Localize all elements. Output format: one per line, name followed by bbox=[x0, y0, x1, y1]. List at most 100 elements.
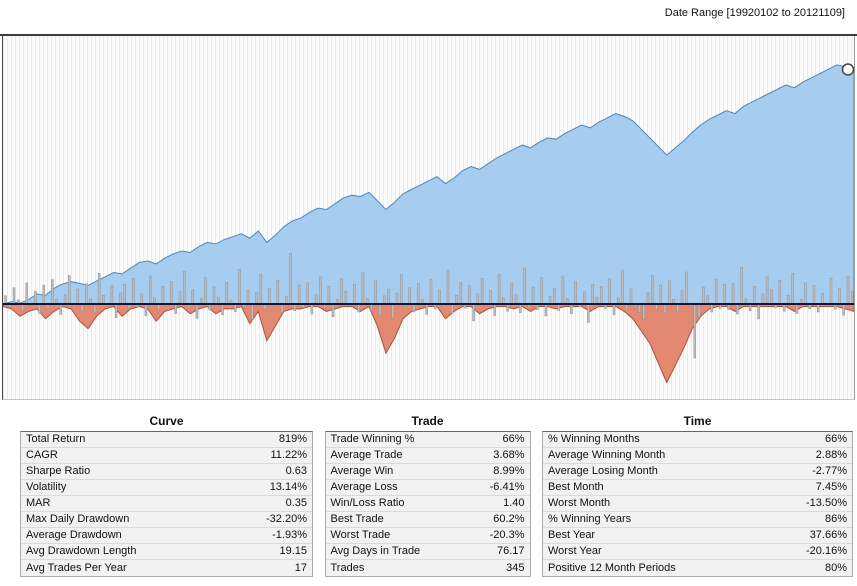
return-bar bbox=[195, 303, 199, 319]
stat-label: Average Loss bbox=[330, 481, 398, 493]
stat-label: Volatility bbox=[26, 481, 67, 493]
return-bar bbox=[412, 303, 416, 312]
return-bar bbox=[425, 303, 428, 315]
return-bar bbox=[761, 293, 765, 305]
return-bar bbox=[842, 303, 845, 316]
return-bar bbox=[344, 290, 348, 305]
return-bar bbox=[608, 278, 611, 305]
top-bar: Date Range [19920102 to 20121109] bbox=[0, 0, 857, 34]
return-bar bbox=[629, 288, 633, 305]
stat-value: 19.15 bbox=[279, 545, 307, 557]
return-bar bbox=[540, 277, 543, 305]
return-bar bbox=[676, 303, 680, 312]
return-bar bbox=[812, 285, 816, 305]
return-bar bbox=[510, 282, 514, 305]
time-table-rows: % Winning Months 66% Average Winning Month… bbox=[542, 431, 853, 577]
stat-row: Trades 345 bbox=[325, 560, 530, 576]
stat-value: -6.41% bbox=[489, 481, 525, 493]
return-bar bbox=[723, 284, 726, 305]
return-bar bbox=[51, 279, 54, 305]
return-bar bbox=[429, 279, 433, 305]
return-bar bbox=[489, 290, 492, 305]
drawdown-area bbox=[3, 303, 854, 384]
stat-row: Worst Month -13.50% bbox=[543, 496, 852, 512]
return-bar bbox=[140, 293, 143, 305]
return-bar bbox=[582, 291, 586, 305]
stat-row: Total Return 819% bbox=[21, 432, 312, 448]
return-bar bbox=[327, 286, 331, 305]
return-bar bbox=[114, 303, 118, 318]
return-bar bbox=[378, 303, 382, 316]
return-bar bbox=[740, 267, 743, 305]
return-bar bbox=[174, 303, 177, 314]
return-bar bbox=[123, 284, 126, 305]
return-bar bbox=[850, 291, 854, 305]
return-bar bbox=[497, 273, 501, 305]
return-bar bbox=[319, 276, 322, 305]
return-bar bbox=[778, 279, 782, 305]
stat-label: % Winning Years bbox=[548, 513, 632, 525]
return-bar bbox=[680, 290, 684, 305]
return-bar bbox=[459, 281, 463, 305]
return-bar bbox=[131, 277, 135, 305]
stat-value: -2.77% bbox=[812, 465, 847, 477]
return-bar bbox=[416, 283, 420, 305]
return-bar bbox=[276, 279, 280, 305]
return-bar bbox=[217, 296, 220, 305]
return-bar bbox=[399, 274, 403, 305]
return-bar bbox=[816, 303, 820, 313]
trade-stats-table: Trade Trade Winning % 66% Average Trade 3.6… bbox=[324, 414, 531, 577]
stat-value: 76.17 bbox=[496, 545, 525, 557]
return-bar bbox=[668, 280, 671, 305]
stat-row: Best Month 7.45% bbox=[543, 480, 852, 496]
stat-label: Trade Winning % bbox=[330, 433, 415, 445]
stat-row: Best Year 37.66% bbox=[543, 528, 852, 544]
trade-table-rows: Trade Winning % 66% Average Trade 3.68% Aver… bbox=[324, 431, 531, 577]
return-bar bbox=[68, 275, 71, 305]
statistics-section: Curve Total Return 819% CAGR 11.22% Sharpe R… bbox=[0, 400, 857, 577]
return-bar bbox=[646, 292, 650, 305]
time-stats-table: Time % Winning Months 66% Average Winning … bbox=[542, 414, 853, 577]
stat-row: Volatility 13.14% bbox=[21, 480, 312, 496]
equity-area bbox=[3, 64, 854, 305]
return-bar bbox=[387, 288, 390, 305]
return-bar bbox=[612, 303, 616, 316]
return-bar bbox=[599, 286, 603, 305]
return-bar bbox=[846, 275, 850, 305]
return-bar bbox=[182, 271, 186, 305]
return-bar bbox=[85, 283, 88, 305]
return-bar bbox=[748, 303, 752, 312]
return-bar bbox=[804, 282, 807, 305]
return-bar bbox=[374, 280, 377, 305]
stat-row: Average Trade 3.68% bbox=[325, 448, 530, 464]
return-bar bbox=[238, 269, 241, 305]
stat-row: Best Trade 60.2% bbox=[325, 512, 530, 528]
return-bar bbox=[757, 303, 760, 320]
return-bar bbox=[340, 278, 343, 305]
stat-row: Avg Days in Trade 76.17 bbox=[325, 544, 530, 560]
stat-label: Best Year bbox=[548, 529, 596, 541]
return-bar bbox=[697, 303, 701, 318]
stat-value: 17 bbox=[294, 561, 307, 574]
stat-row: Avg Trades Per Year 17 bbox=[21, 560, 312, 576]
return-bar bbox=[480, 277, 484, 305]
stat-row: Avg Drawdown Length 19.15 bbox=[21, 544, 312, 560]
stat-value: 2.88% bbox=[815, 449, 847, 461]
stat-row: MAR 0.35 bbox=[21, 496, 312, 512]
return-bar bbox=[451, 303, 454, 314]
stat-value: -13.50% bbox=[806, 497, 847, 509]
return-bar bbox=[76, 288, 80, 305]
stat-value: 80% bbox=[824, 561, 847, 574]
curve-table-title: Curve bbox=[149, 414, 184, 428]
return-bar bbox=[4, 295, 7, 305]
return-bar bbox=[506, 303, 509, 312]
stat-value: 345 bbox=[506, 561, 525, 574]
stat-label: Avg Drawdown Length bbox=[26, 545, 137, 557]
return-bar bbox=[531, 286, 535, 305]
stat-row: Max Daily Drawdown -32.20% bbox=[21, 512, 312, 528]
stat-row: Average Win 8.99% bbox=[325, 464, 530, 480]
return-bar bbox=[795, 303, 799, 314]
stat-label: Trades bbox=[330, 561, 365, 574]
stat-label: Worst Month bbox=[548, 497, 611, 509]
return-bar bbox=[161, 286, 165, 305]
